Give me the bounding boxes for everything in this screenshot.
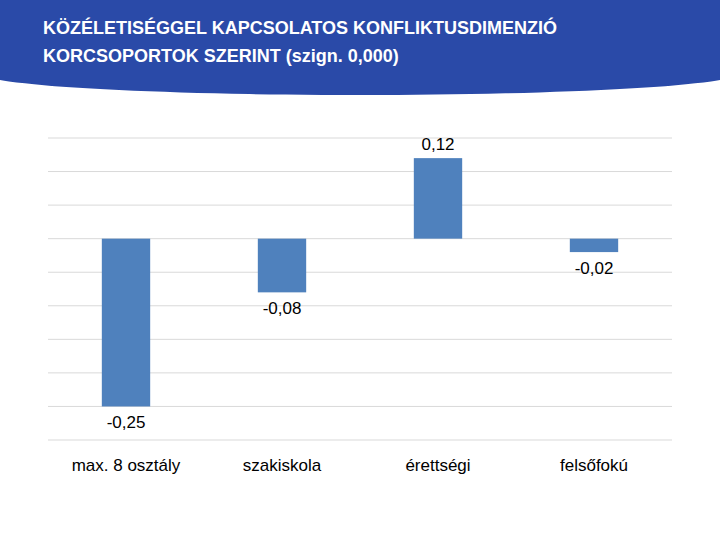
- data-label: -0,25: [107, 413, 146, 432]
- grid: [48, 138, 672, 440]
- y-axis-line: [48, 138, 49, 440]
- x-tick-label: szakiskola: [243, 456, 322, 475]
- x-tick-label: felsőfokú: [560, 456, 628, 475]
- chart-title: KÖZÉLETISÉGGEL KAPCSOLATOS KONFLIKTUSDIM…: [43, 14, 663, 70]
- grid-line: [48, 138, 672, 139]
- grid-line: [48, 440, 672, 441]
- grid-line: [48, 171, 672, 172]
- x-tick-label: max. 8 osztály: [72, 456, 181, 475]
- chart-svg: -0,25 -0,08 0,12 -0,02 max. 8 osztály szakisk…: [0, 0, 720, 540]
- bars: [102, 158, 618, 406]
- bar: [258, 239, 306, 293]
- x-tick-label: érettségi: [405, 456, 470, 475]
- data-label: -0,08: [263, 299, 302, 318]
- data-label: -0,02: [575, 259, 614, 278]
- bar: [570, 239, 618, 252]
- labels: -0,25 -0,08 0,12 -0,02 max. 8 osztály szakisk…: [72, 135, 628, 475]
- bar: [414, 158, 462, 239]
- grid-line: [48, 205, 672, 206]
- data-label: 0,12: [421, 135, 454, 154]
- bar: [102, 239, 150, 407]
